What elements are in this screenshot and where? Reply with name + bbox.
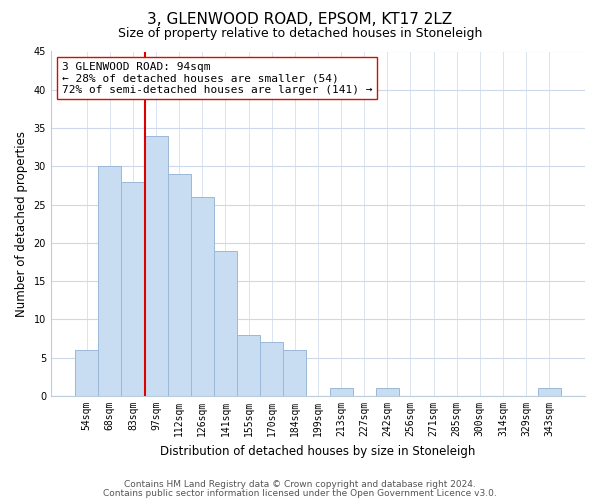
Bar xyxy=(167,174,191,396)
Bar xyxy=(214,250,237,396)
Bar xyxy=(329,388,353,396)
Bar xyxy=(145,136,167,396)
Text: Contains HM Land Registry data © Crown copyright and database right 2024.: Contains HM Land Registry data © Crown c… xyxy=(124,480,476,489)
Text: 3 GLENWOOD ROAD: 94sqm
← 28% of detached houses are smaller (54)
72% of semi-det: 3 GLENWOOD ROAD: 94sqm ← 28% of detached… xyxy=(62,62,372,95)
Bar xyxy=(538,388,561,396)
Bar xyxy=(260,342,283,396)
Y-axis label: Number of detached properties: Number of detached properties xyxy=(15,131,28,317)
Bar xyxy=(237,335,260,396)
Text: Size of property relative to detached houses in Stoneleigh: Size of property relative to detached ho… xyxy=(118,28,482,40)
Bar xyxy=(121,182,145,396)
X-axis label: Distribution of detached houses by size in Stoneleigh: Distribution of detached houses by size … xyxy=(160,444,476,458)
Text: Contains public sector information licensed under the Open Government Licence v3: Contains public sector information licen… xyxy=(103,488,497,498)
Bar xyxy=(75,350,98,396)
Text: 3, GLENWOOD ROAD, EPSOM, KT17 2LZ: 3, GLENWOOD ROAD, EPSOM, KT17 2LZ xyxy=(148,12,452,28)
Bar xyxy=(376,388,399,396)
Bar xyxy=(283,350,307,396)
Bar xyxy=(191,197,214,396)
Bar xyxy=(98,166,121,396)
